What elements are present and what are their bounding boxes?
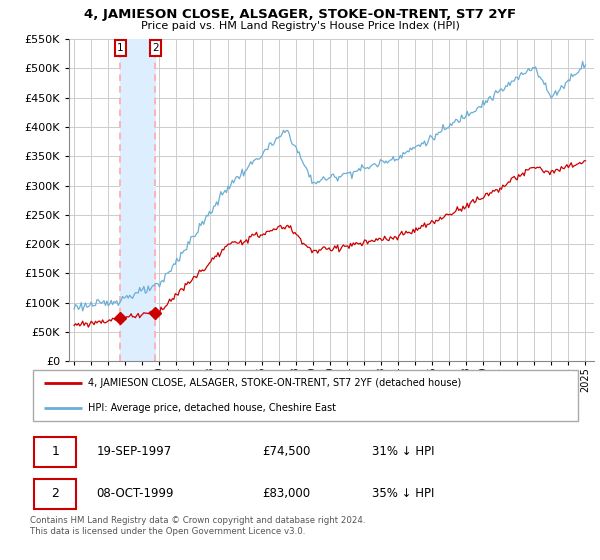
- Text: £83,000: £83,000: [262, 487, 310, 501]
- Text: Price paid vs. HM Land Registry's House Price Index (HPI): Price paid vs. HM Land Registry's House …: [140, 21, 460, 31]
- Text: HPI: Average price, detached house, Cheshire East: HPI: Average price, detached house, Ches…: [88, 403, 336, 413]
- Text: 2: 2: [152, 43, 159, 53]
- Text: 4, JAMIESON CLOSE, ALSAGER, STOKE-ON-TRENT, ST7 2YF: 4, JAMIESON CLOSE, ALSAGER, STOKE-ON-TRE…: [84, 8, 516, 21]
- Bar: [121, 39, 155, 361]
- Text: 2: 2: [52, 487, 59, 501]
- Text: Contains HM Land Registry data © Crown copyright and database right 2024.
This d: Contains HM Land Registry data © Crown c…: [30, 516, 365, 536]
- FancyBboxPatch shape: [34, 479, 76, 509]
- Text: 1: 1: [117, 43, 124, 53]
- Text: 19-SEP-1997: 19-SEP-1997: [96, 445, 172, 459]
- Text: £74,500: £74,500: [262, 445, 310, 459]
- Text: 31% ↓ HPI: 31% ↓ HPI: [372, 445, 435, 459]
- Text: 4, JAMIESON CLOSE, ALSAGER, STOKE-ON-TRENT, ST7 2YF (detached house): 4, JAMIESON CLOSE, ALSAGER, STOKE-ON-TRE…: [88, 378, 461, 388]
- FancyBboxPatch shape: [34, 437, 76, 467]
- Text: 1: 1: [52, 445, 59, 459]
- Text: 08-OCT-1999: 08-OCT-1999: [96, 487, 174, 501]
- FancyBboxPatch shape: [33, 370, 578, 421]
- Text: 35% ↓ HPI: 35% ↓ HPI: [372, 487, 434, 501]
